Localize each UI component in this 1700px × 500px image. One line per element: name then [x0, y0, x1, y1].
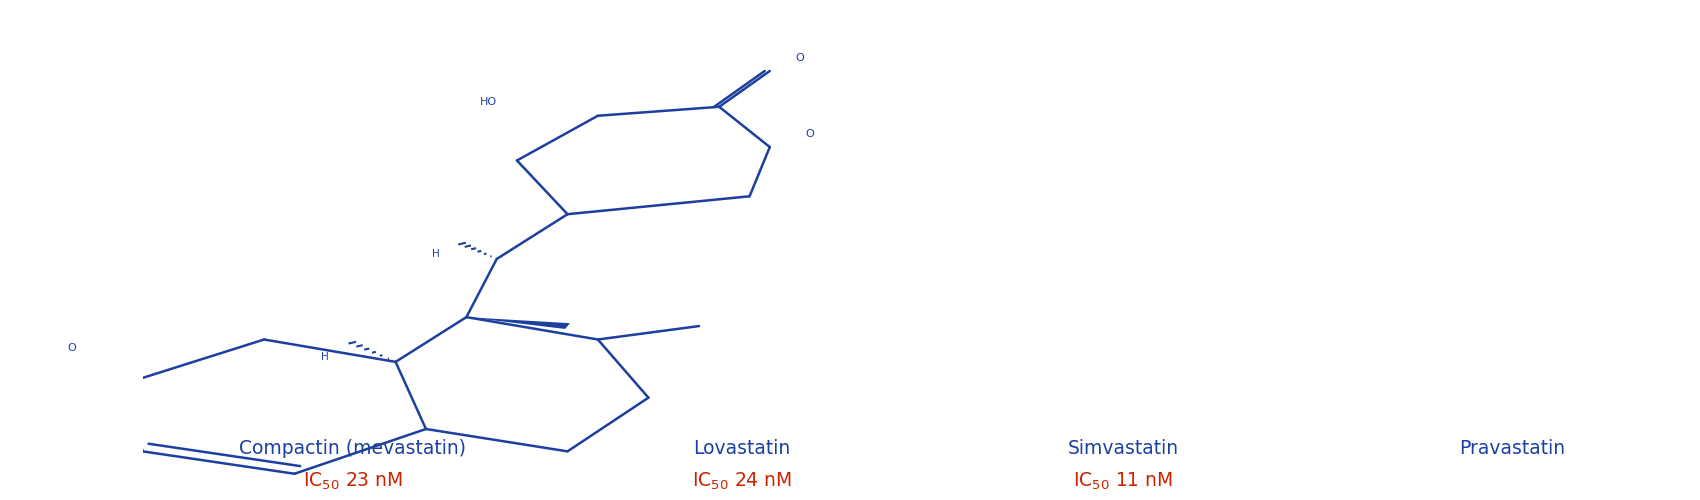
Text: Simvastatin: Simvastatin	[1068, 440, 1178, 458]
Text: HO: HO	[479, 98, 496, 108]
Text: IC$_{50}$ 23 nM: IC$_{50}$ 23 nM	[303, 470, 403, 492]
Text: O: O	[68, 344, 76, 353]
Polygon shape	[466, 317, 570, 329]
Text: IC$_{50}$ 11 nM: IC$_{50}$ 11 nM	[1073, 470, 1173, 492]
Text: O: O	[806, 128, 814, 138]
Text: H: H	[432, 250, 440, 260]
Text: IC$_{50}$ 24 nM: IC$_{50}$ 24 nM	[692, 470, 792, 492]
Text: Pravastatin: Pravastatin	[1459, 440, 1566, 458]
Text: Compactin (mevastatin): Compactin (mevastatin)	[240, 440, 466, 458]
Text: H: H	[321, 352, 328, 362]
Text: O: O	[796, 52, 804, 62]
Text: Lovastatin: Lovastatin	[694, 440, 790, 458]
